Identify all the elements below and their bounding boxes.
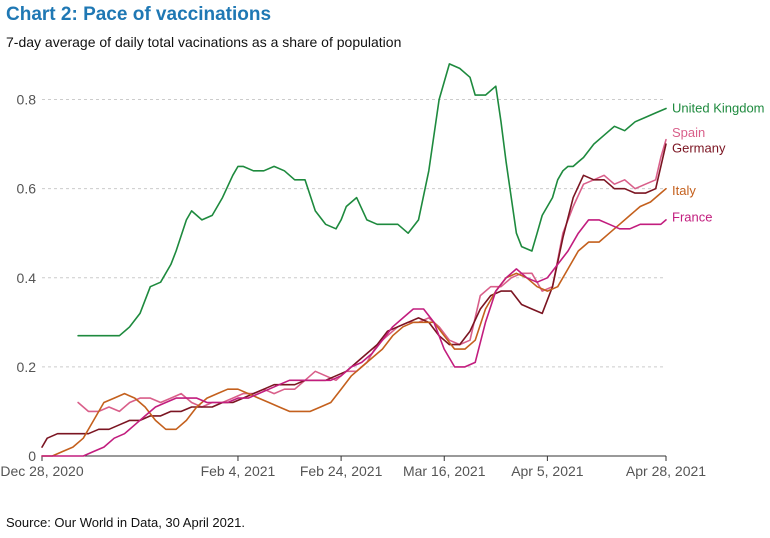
y-tick-label: 0.6 <box>17 181 37 197</box>
series-label-spain: Spain <box>672 125 705 140</box>
chart-title: Chart 2: Pace of vaccinations <box>6 4 272 25</box>
series-line-united-kingdom <box>77 63 667 337</box>
x-axis-ticks: Dec 28, 2020 Feb 4, 2021 Feb 24, 2021 Mar 1… <box>0 456 706 479</box>
y-axis-ticks: 0 0.2 0.4 0.6 0.8 <box>17 92 37 464</box>
gridlines <box>42 99 666 457</box>
y-tick-label: 0 <box>28 448 36 464</box>
series-line-spain <box>77 138 667 413</box>
x-tick-label: Feb 4, 2021 <box>201 463 276 479</box>
chart-subtitle: 7-day average of daily total vacinations… <box>6 34 402 50</box>
series-line-france <box>41 219 667 457</box>
x-tick-label: Apr 28, 2021 <box>626 463 706 479</box>
x-tick-label: Apr 5, 2021 <box>511 463 584 479</box>
x-tick-label: Feb 24, 2021 <box>300 463 383 479</box>
y-tick-label: 0.4 <box>17 270 37 286</box>
series-label-united-kingdom: United Kingdom <box>672 100 765 115</box>
series-label-germany: Germany <box>672 141 726 156</box>
y-tick-label: 0.8 <box>17 92 37 108</box>
x-tick-label: Mar 16, 2021 <box>403 463 486 479</box>
series-lines <box>41 63 667 457</box>
y-tick-label: 0.2 <box>17 359 37 375</box>
series-line-italy <box>41 187 667 457</box>
series-label-italy: Italy <box>672 183 696 198</box>
x-tick-label: Dec 28, 2020 <box>0 463 83 479</box>
series-label-france: France <box>672 210 712 225</box>
source-note: Source: Our World in Data, 30 April 2021… <box>6 515 245 530</box>
series-line-germany <box>41 143 667 448</box>
